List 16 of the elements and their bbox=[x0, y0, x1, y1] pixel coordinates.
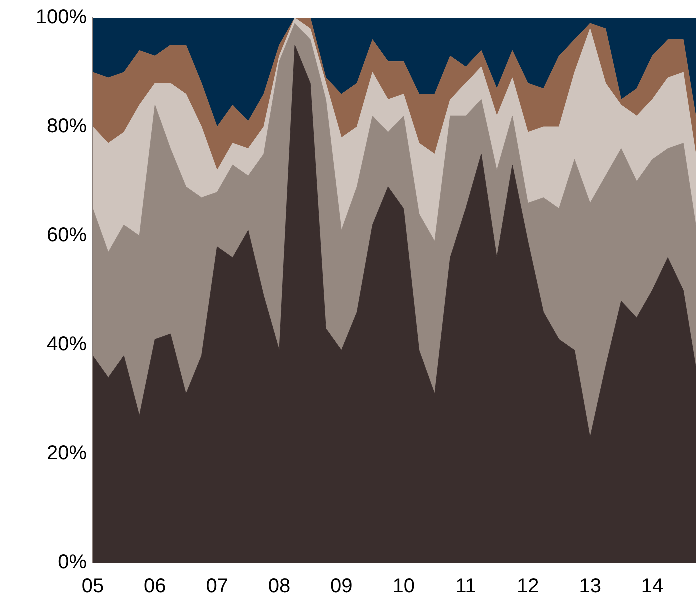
x-tick-label: 07 bbox=[206, 576, 228, 598]
x-tick-label: 06 bbox=[144, 576, 166, 598]
x-tick-label: 12 bbox=[517, 576, 540, 598]
x-tick-label: 14 bbox=[641, 576, 664, 598]
y-tick-label: 20% bbox=[46, 442, 88, 465]
x-tick-label: 05 bbox=[82, 576, 104, 598]
y-tick-label: 40% bbox=[46, 334, 88, 356]
x-tick-label: 13 bbox=[579, 576, 602, 598]
x-tick-label: 10 bbox=[392, 576, 415, 598]
y-tick-label: 0% bbox=[58, 552, 88, 574]
y-tick-label: 60% bbox=[46, 224, 88, 247]
y-tick-label: 100% bbox=[36, 6, 88, 29]
x-tick-label: 09 bbox=[330, 576, 353, 598]
x-tick-label: 08 bbox=[268, 576, 291, 598]
x-tick-label: 11 bbox=[456, 576, 476, 598]
y-tick-label: 80% bbox=[46, 116, 88, 138]
